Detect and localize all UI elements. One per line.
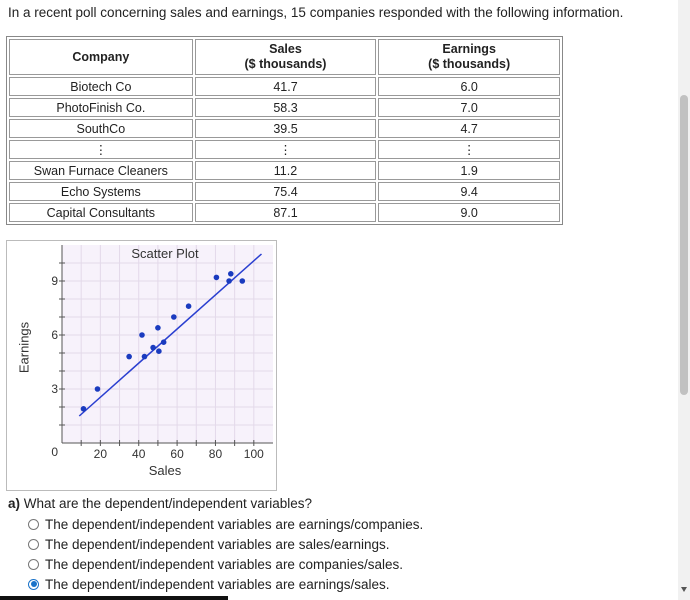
data-point (94, 386, 101, 392)
x-tick-label: 40 (132, 447, 146, 461)
answer-option[interactable]: The dependent/independent variables are … (28, 554, 423, 574)
sales-cell: 58.3 (194, 98, 377, 117)
answer-options: The dependent/independent variables are … (28, 514, 423, 594)
data-point (150, 344, 156, 351)
scatter-plot: 3 6 9 20 40 60 80 100 0 Scatter Plot Sales (51, 245, 273, 478)
radio-unchecked-icon[interactable] (28, 518, 39, 530)
earnings-cell: 1.9 (378, 161, 560, 180)
data-point (171, 314, 177, 320)
header-earnings: Earnings ($ thousands) (378, 39, 560, 75)
y-tick-label: 3 (51, 382, 58, 396)
sales-cell: 39.5 (194, 119, 377, 138)
x-tick-label: 60 (170, 447, 184, 461)
intro-text: In a recent poll concerning sales and ea… (8, 5, 624, 20)
plot-area (62, 245, 273, 443)
earnings-cell: 7.0 (378, 98, 560, 117)
header-sales: Sales ($ thousands) (194, 39, 377, 75)
data-point (160, 339, 167, 345)
answer-option[interactable]: The dependent/independent variables are … (28, 574, 423, 594)
data-point (155, 325, 161, 331)
data-point (226, 278, 232, 284)
x-axis-label: Sales (149, 463, 182, 478)
company-cell: Swan Furnace Cleaners (9, 161, 193, 180)
question: a) What are the dependent/independent va… (8, 496, 312, 511)
answer-option-text: The dependent/independent variables are … (45, 516, 424, 532)
sales-cell: 41.7 (194, 77, 377, 96)
y-tick-label: 9 (51, 274, 58, 288)
y-tick-label: 6 (51, 328, 58, 342)
company-cell: Biotech Co (9, 77, 193, 96)
scroll-down-arrow-icon[interactable] (681, 587, 687, 592)
earnings-cell: 6.0 (378, 77, 560, 96)
table-body: Biotech Co 41.7 6.0 PhotoFinish Co. 58.3 7.0 S… (9, 77, 560, 222)
company-cell: Echo Systems (9, 182, 193, 201)
table-header-row: Company Sales ($ thousands) Earnings ($ … (9, 39, 560, 75)
company-cell: Capital Consultants (9, 203, 193, 222)
scrollbar-thumb[interactable] (680, 95, 688, 395)
x-tick-label: 20 (94, 447, 108, 461)
table-row: Swan Furnace Cleaners 11.2 1.9 (9, 161, 560, 180)
answer-option-text: The dependent/independent variables are … (45, 576, 390, 592)
company-cell: SouthCo (9, 119, 193, 138)
earnings-cell: 9.4 (378, 182, 560, 201)
y-axis-label: Earnings (16, 321, 32, 374)
sales-cell: 75.4 (194, 182, 377, 201)
chart-title: Scatter Plot (131, 246, 199, 261)
data-point (80, 406, 87, 412)
sales-cell: ⋮ (194, 140, 377, 159)
company-cell: PhotoFinish Co. (9, 98, 193, 117)
scatter-plot-frame: 3 6 9 20 40 60 80 100 0 Scatter Plot Sales (6, 240, 277, 491)
data-table: Company Sales ($ thousands) Earnings ($ … (6, 36, 563, 225)
radio-unchecked-icon[interactable] (28, 558, 39, 570)
question-text: What are the dependent/independent varia… (23, 496, 312, 511)
sales-cell: 87.1 (194, 203, 377, 222)
answer-option-text: The dependent/independent variables are … (45, 536, 390, 552)
answer-option[interactable]: The dependent/independent variables are … (28, 514, 423, 534)
earnings-cell: 9.0 (378, 203, 560, 222)
data-point (141, 353, 148, 360)
vertical-scrollbar[interactable] (678, 0, 690, 600)
table-row: Biotech Co 41.7 6.0 (9, 77, 560, 96)
radio-checked-icon[interactable] (28, 578, 39, 590)
data-point (156, 348, 162, 354)
answer-option[interactable]: The dependent/independent variables are … (28, 534, 423, 554)
table-row: SouthCo 39.5 4.7 (9, 119, 560, 138)
answer-option-text: The dependent/independent variables are … (45, 556, 403, 572)
data-point (213, 274, 220, 281)
question-label: a) (8, 496, 21, 511)
company-cell: ⋮ (9, 140, 193, 159)
table-row: ⋮ ⋮ ⋮ (9, 140, 560, 159)
data-point (228, 271, 234, 277)
table-row: PhotoFinish Co. 58.3 7.0 (9, 98, 560, 117)
data-point (185, 303, 192, 309)
bottom-bar (0, 596, 228, 600)
earnings-cell: ⋮ (378, 140, 560, 159)
radio-unchecked-icon[interactable] (28, 538, 39, 550)
x-tick-label: 100 (244, 447, 264, 461)
y-axis-label-wrap: Earnings (17, 318, 32, 378)
origin-label: 0 (51, 445, 58, 459)
data-point (139, 332, 145, 338)
header-company: Company (9, 39, 193, 75)
table-row: Echo Systems 75.4 9.4 (9, 182, 560, 201)
sales-cell: 11.2 (194, 161, 377, 180)
earnings-cell: 4.7 (378, 119, 560, 138)
data-point (239, 278, 246, 284)
x-tick-label: 80 (209, 447, 223, 461)
data-point (126, 353, 132, 360)
table-row: Capital Consultants 87.1 9.0 (9, 203, 560, 222)
